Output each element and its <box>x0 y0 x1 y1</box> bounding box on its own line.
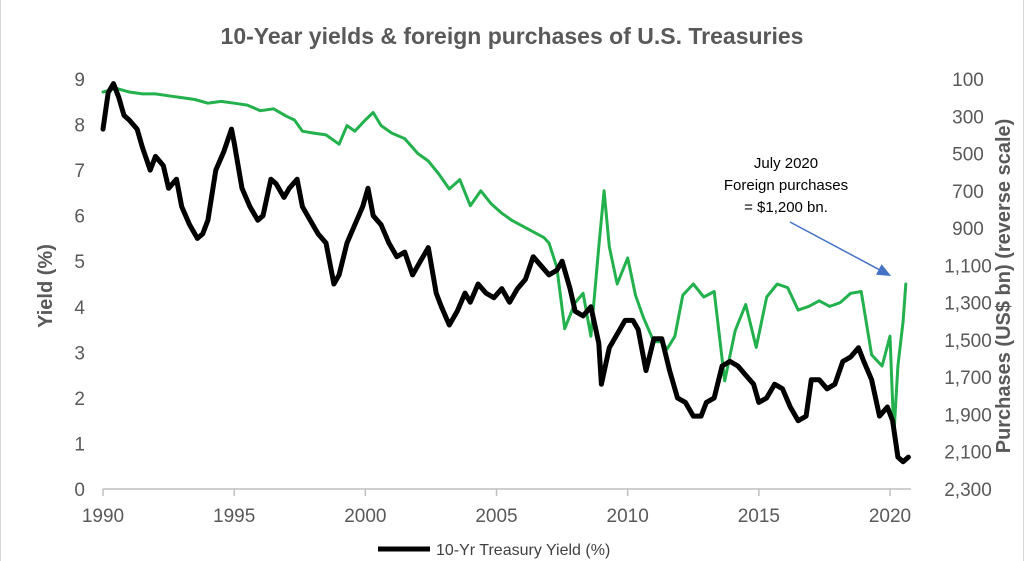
y2-tick-label: 1,500 <box>944 331 992 352</box>
annotation-arrow <box>789 221 880 271</box>
y-tick-label: 9 <box>74 70 85 91</box>
legend-label-yield: 10-Yr Treasury Yield (%) <box>436 542 610 559</box>
x-tick-label: 2000 <box>344 506 386 527</box>
y-right-axis: 100 300 500 700 900 1,100 1,300 1,500 1,700 1,900… <box>944 70 992 501</box>
y-tick-label: 1 <box>74 434 85 455</box>
y-tick-label: 4 <box>74 298 85 319</box>
y2-tick-label: 1,300 <box>944 294 992 315</box>
y-tick-label: 7 <box>74 161 85 182</box>
chart-title: 10-Year yields & foreign purchases of U.… <box>221 23 804 49</box>
y-left-axis: 0 1 2 3 4 5 6 7 8 9 <box>74 70 85 501</box>
y2-tick-label: 2,100 <box>944 443 992 464</box>
series-line-treasury-yield <box>100 81 911 465</box>
y-tick-label: 3 <box>74 343 85 364</box>
y2-tick-label: 1,900 <box>944 405 992 426</box>
y-axis-title: Yield (%) <box>35 244 57 328</box>
y2-tick-label: 700 <box>952 182 984 203</box>
y2-tick-label: 1,100 <box>944 256 992 277</box>
y2-tick-label: 500 <box>952 145 984 166</box>
series-line-foreign-purchases <box>101 86 908 437</box>
y-tick-label: 2 <box>74 389 85 410</box>
y2-axis-title: Purchases (US$ bn) (reverse scale) <box>993 119 1015 454</box>
y-tick-label: 6 <box>74 207 85 228</box>
annotation-line-3: = $1,200 bn. <box>744 199 828 216</box>
x-tick-label: 2005 <box>475 506 517 527</box>
x-axis: 1990 1995 2000 2005 2010 2015 2020 <box>82 489 911 527</box>
y2-tick-label: 2,300 <box>944 480 992 501</box>
y2-tick-label: 900 <box>952 219 984 240</box>
y-tick-label: 5 <box>74 252 85 273</box>
legend: 10-Yr Treasury Yield (%) <box>378 542 610 559</box>
y2-tick-label: 300 <box>952 107 984 128</box>
y-tick-label: 0 <box>74 480 85 501</box>
y2-tick-label: 100 <box>952 70 984 91</box>
x-tick-label: 2010 <box>607 506 649 527</box>
annotation: July 2020 Foreign purchases = $1,200 bn. <box>724 155 892 276</box>
x-tick-label: 1990 <box>82 506 124 527</box>
annotation-line-1: July 2020 <box>754 155 818 172</box>
x-tick-label: 2015 <box>738 506 780 527</box>
annotation-arrowhead <box>876 264 892 276</box>
annotation-line-2: Foreign purchases <box>724 177 848 194</box>
x-tick-label: 1995 <box>213 506 255 527</box>
x-tick-label: 2020 <box>869 506 911 527</box>
y2-tick-label: 1,700 <box>944 368 992 389</box>
y-tick-label: 8 <box>74 116 85 137</box>
